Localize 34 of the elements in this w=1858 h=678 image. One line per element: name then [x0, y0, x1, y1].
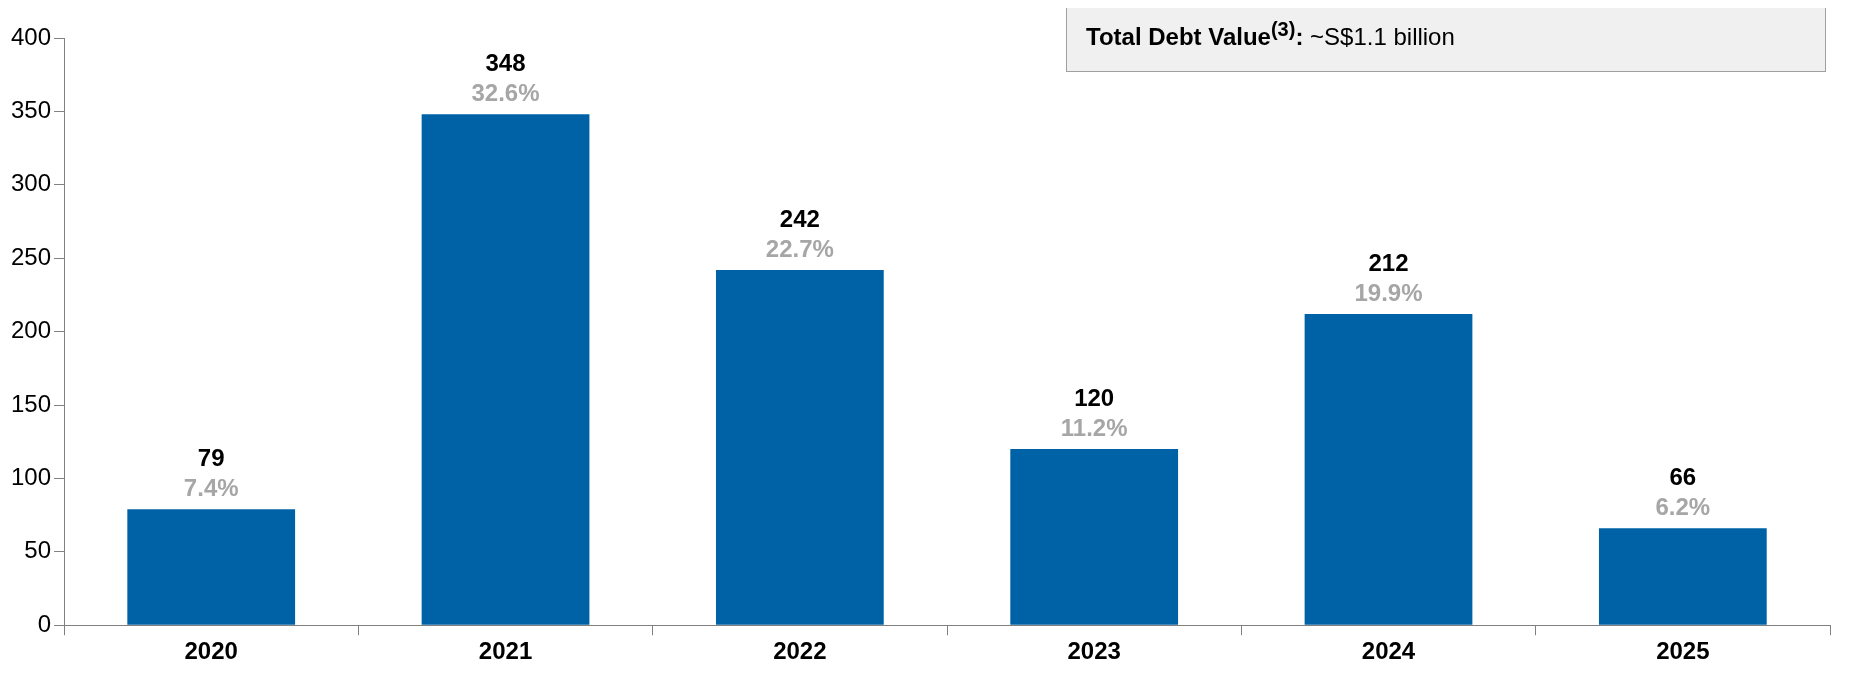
- bar: [1304, 313, 1473, 625]
- bar: [127, 509, 296, 625]
- data-label: 212: [1368, 248, 1409, 276]
- annotation: 7.4%: [183, 473, 239, 501]
- bar: [1010, 449, 1179, 625]
- data-label: 348: [485, 48, 526, 76]
- y-tick-label: 0: [37, 609, 52, 637]
- bar: [1598, 528, 1767, 625]
- annotation: 19.9%: [1354, 278, 1423, 306]
- y-tick-label: 50: [24, 536, 52, 564]
- y-tick-label: 350: [11, 96, 52, 124]
- bar: [421, 114, 590, 625]
- data-label: 120: [1074, 383, 1115, 411]
- annotation: 6.2%: [1655, 492, 1711, 520]
- x-tick-label: 2020: [184, 637, 238, 665]
- x-tick-label: 2024: [1361, 637, 1416, 665]
- y-tick-label: 400: [11, 22, 52, 50]
- x-tick-label: 2022: [773, 637, 827, 665]
- annotation: 11.2%: [1060, 413, 1128, 441]
- y-tick-label: 200: [11, 316, 52, 344]
- data-label: 79: [197, 443, 225, 471]
- x-tick-label: 2021: [478, 637, 533, 665]
- bar: [715, 269, 884, 625]
- data-label: 66: [1669, 462, 1697, 490]
- annotation: 32.6%: [471, 78, 540, 106]
- x-tick-label: 2025: [1656, 637, 1710, 665]
- y-tick-label: 250: [11, 242, 52, 270]
- x-tick-label: 2023: [1067, 637, 1121, 665]
- annotation: Total Debt Value$^{(3)}$: ~S$1.1 billion: [1086, 18, 1455, 50]
- data-label: 242: [779, 204, 820, 232]
- y-tick-label: 300: [11, 169, 52, 197]
- y-tick-label: 150: [11, 389, 52, 417]
- y-tick-label: 100: [11, 463, 52, 491]
- annotation: 22.7%: [765, 234, 834, 262]
